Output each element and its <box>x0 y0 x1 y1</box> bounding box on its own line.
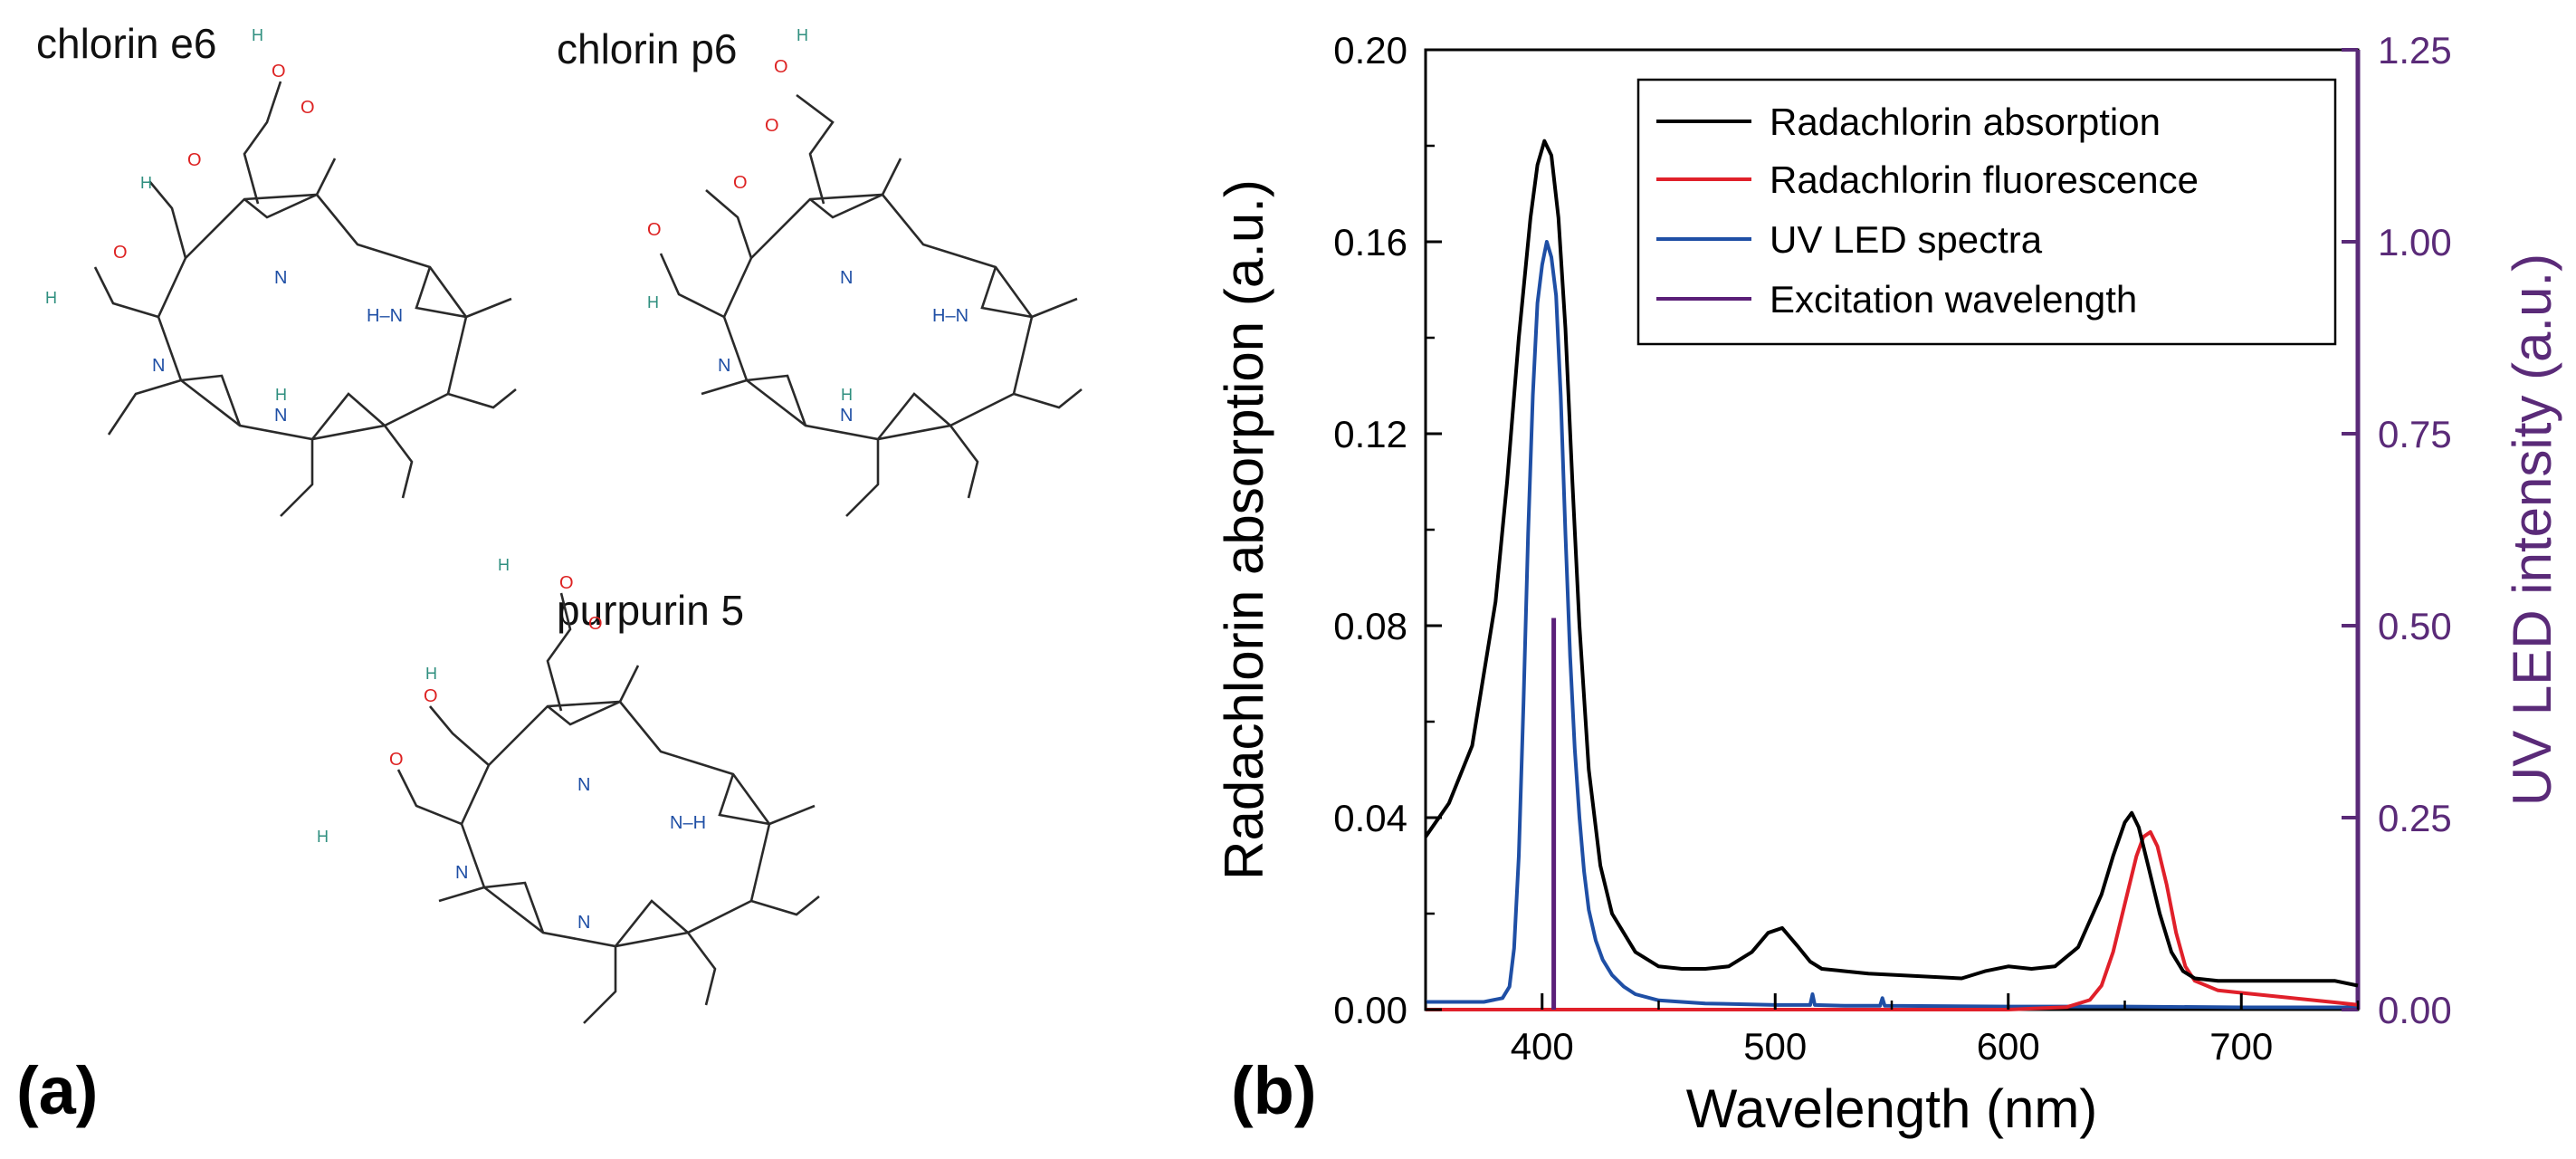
y-axis-title: Radachlorin absorption (a.u.) <box>1214 179 1274 880</box>
atom-hydrogen: H <box>317 828 329 846</box>
x-axis-ticks: 400 500 600 700 <box>1424 993 2360 1068</box>
atom-oxygen: O <box>424 686 438 706</box>
legend-box <box>1636 78 2337 346</box>
molecule-label-purpurin-5: purpurin 5 <box>557 587 744 634</box>
panel-b-letter: (b) <box>1231 1053 1317 1128</box>
atom-oxygen: O <box>647 220 662 240</box>
atom-nitrogen: N <box>455 863 468 883</box>
y2-axis-title: UV LED intensity (a.u.) <box>2502 254 2562 806</box>
atom-nitrogen: N <box>577 913 590 933</box>
atom-hydrogen: H <box>498 556 510 574</box>
right-axis-ticks: 0.00 0.25 0.50 0.75 1.00 1.25 <box>2342 29 2452 1031</box>
atom-oxygen: O <box>301 98 315 118</box>
panel-a-letter: (a) <box>16 1053 98 1128</box>
y2-tick-label: 0.75 <box>2378 413 2452 455</box>
atom-nitrogen: N <box>718 356 730 376</box>
legend-label-absorption: Radachlorin absorption <box>1770 101 2161 143</box>
series-line-radachlorin-fluorescence <box>1426 829 2359 1011</box>
atom-hydrogen: H <box>647 293 659 311</box>
y-tick-label: 0.04 <box>1333 797 1407 839</box>
atom-nitrogen: N <box>577 775 590 795</box>
atom-hydrogen: H <box>275 386 287 404</box>
atom-hydrogen: H <box>425 665 437 683</box>
atom-nh: H–N <box>932 306 968 326</box>
y-tick-label: 0.16 <box>1333 221 1407 263</box>
atom-nitrogen: N <box>274 268 287 288</box>
atom-hydrogen: H <box>841 386 853 404</box>
y2-tick-label: 0.25 <box>2378 797 2452 839</box>
x-tick-label: 500 <box>1743 1025 1807 1068</box>
atom-oxygen: O <box>588 614 603 634</box>
x-tick-label: 400 <box>1511 1025 1574 1068</box>
panel-a: chlorin e6 O H O <box>16 20 1083 1128</box>
y2-tick-label: 1.00 <box>2378 221 2452 263</box>
panel-b: (b) 0.00 0.04 0.08 0.12 0.16 0.20 0.00 0.25 0.5… <box>1214 29 2562 1139</box>
y2-tick-label: 0.00 <box>2378 989 2452 1031</box>
x-axis-title: Wavelength (nm) <box>1686 1078 2098 1139</box>
atom-hydrogen: H <box>797 26 808 44</box>
chart: 0.00 0.04 0.08 0.12 0.16 0.20 0.00 0.25 0.50 0.7… <box>1214 29 2562 1139</box>
atom-hydrogen: H <box>45 289 57 307</box>
y-tick-label: 0.12 <box>1333 413 1407 455</box>
y2-tick-label: 1.25 <box>2378 29 2452 72</box>
atom-nitrogen: N <box>840 406 853 426</box>
atom-nitrogen: N <box>840 268 853 288</box>
atom-oxygen: O <box>733 173 748 193</box>
atom-oxygen: O <box>389 750 404 770</box>
molecule-purpurin-5: purpurin 5 O H O O H <box>317 556 820 1024</box>
x-tick-label: 700 <box>2209 1025 2273 1068</box>
atom-hydrogen: H <box>252 26 263 44</box>
series-line-uv-led-spectra <box>1426 240 2358 1010</box>
molecule-label-chlorin-p6: chlorin p6 <box>557 25 737 72</box>
y-tick-label: 0.08 <box>1333 605 1407 647</box>
atom-oxygen: O <box>774 57 788 77</box>
legend-label-uv-led: UV LED spectra <box>1770 218 2043 261</box>
series-layer <box>1424 139 2359 1011</box>
atom-oxygen: O <box>272 62 286 81</box>
x-tick-label: 600 <box>1977 1025 2040 1068</box>
molecule-label-chlorin-e6: chlorin e6 <box>36 20 216 67</box>
series-line-radachlorin-absorption <box>1424 139 2359 988</box>
molecule-chlorin-e6: chlorin e6 O H O <box>36 20 517 517</box>
atom-oxygen: O <box>765 116 779 136</box>
atom-nh: N–H <box>670 813 706 833</box>
chlorin-e6-structure: O H O O H O H N N H–N N H <box>45 26 517 517</box>
atom-nitrogen: N <box>274 406 287 426</box>
atom-oxygen: O <box>113 243 128 263</box>
y-tick-label: 0.00 <box>1333 989 1407 1031</box>
atom-oxygen: O <box>559 573 574 593</box>
atom-nitrogen: N <box>152 356 165 376</box>
atom-nh: H–N <box>367 306 403 326</box>
legend: Radachlorin absorption Radachlorin fluor… <box>1636 78 2337 346</box>
legend-label-excitation: Excitation wavelength <box>1770 278 2137 321</box>
atom-hydrogen: H <box>140 174 152 192</box>
y-tick-label: 0.20 <box>1333 29 1407 72</box>
purpurin-5-structure: O H O O H O H N N N–H N <box>317 556 820 1024</box>
molecule-chlorin-p6: chlorin p6 O H O O O <box>557 25 1083 517</box>
atom-oxygen: O <box>187 150 202 170</box>
chlorin-p6-structure: O H O O O H N N H–N N H <box>647 26 1083 517</box>
y2-tick-label: 0.50 <box>2378 605 2452 647</box>
left-axis-ticks: 0.00 0.04 0.08 0.12 0.16 0.20 <box>1333 29 1442 1031</box>
legend-label-fluorescence: Radachlorin fluorescence <box>1770 158 2199 201</box>
